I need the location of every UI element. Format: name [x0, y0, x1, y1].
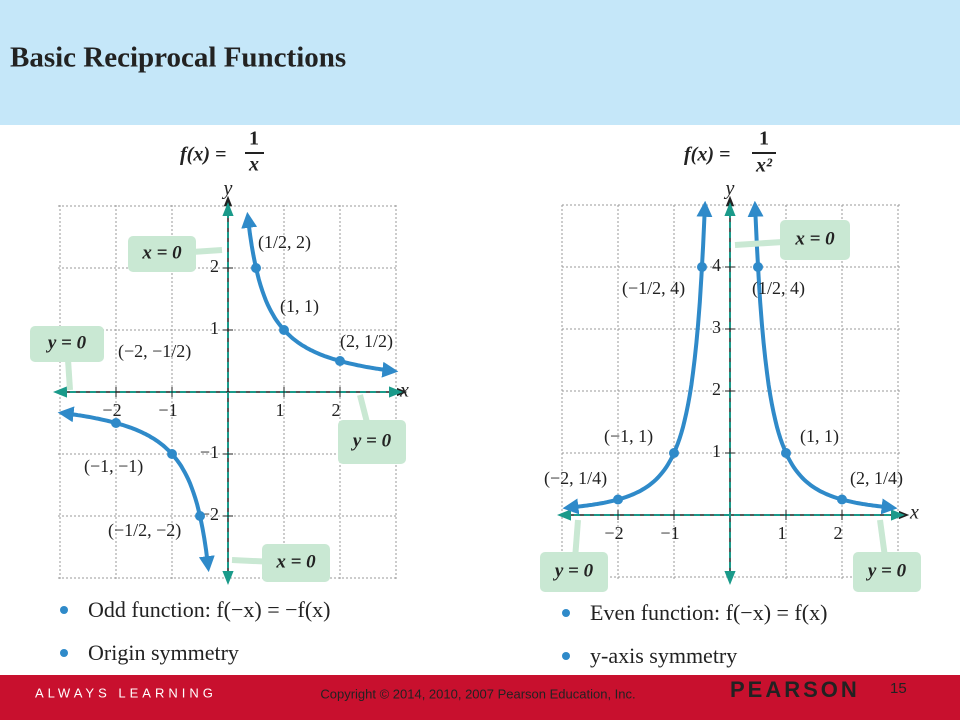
point: [251, 263, 261, 273]
curve: [241, 211, 399, 378]
formula-num: 1: [249, 128, 259, 150]
point: [111, 418, 121, 428]
point-label: (−1, −1): [84, 456, 143, 477]
callout-text: y = 0: [351, 430, 392, 451]
footer-band: [0, 675, 960, 720]
callout-box: [30, 326, 104, 362]
graph-right: f(x) = 1 x² x y −2 −1 1 2 4 3 2 1 (−1/2, 4) (1/2, 4…: [540, 128, 921, 592]
callout-box: [853, 552, 921, 592]
point-label: (1, 1): [280, 296, 319, 317]
point: [697, 262, 707, 272]
bullet-text: Even function: f(−x) = f(x): [590, 600, 827, 625]
x-tick-label: −2: [102, 400, 121, 420]
callout-text: y = 0: [553, 560, 594, 581]
point-label: (−2, −1/2): [118, 341, 191, 362]
callout-text: x = 0: [141, 242, 182, 263]
point: [837, 494, 847, 505]
callout-text: y = 0: [866, 560, 907, 581]
bullet-text: Odd function: f(−x) = −f(x): [88, 597, 331, 622]
callout-box: [780, 220, 850, 260]
curve: [562, 200, 713, 515]
point: [669, 448, 679, 458]
x-tick-label: −1: [660, 523, 679, 543]
y-tick-label: 1: [712, 441, 721, 461]
callout-text: x = 0: [275, 551, 316, 572]
point-label: (2, 1/4): [850, 468, 903, 489]
y-tick-label: 2: [712, 379, 721, 399]
bullet: [60, 649, 68, 657]
y-axis-label: y: [222, 178, 233, 200]
x-tick-label: −2: [604, 523, 623, 543]
y-tick-label: 3: [712, 317, 721, 337]
formula-den: x²: [755, 155, 773, 177]
bullet: [60, 606, 68, 614]
x-tick-label: 1: [276, 400, 285, 420]
tagline: ALWAYS LEARNING: [35, 685, 217, 700]
point: [167, 449, 177, 459]
formula-den: x: [248, 154, 259, 176]
point-label: (−1/2, −2): [108, 520, 181, 541]
point: [279, 325, 289, 335]
x-tick-label: 2: [332, 400, 341, 420]
y-axis-label: y: [724, 178, 735, 200]
graph-left: f(x) = 1 x xy−2 −1 1 221−1−2(1/2, 2)(1, 1)(…: [30, 128, 409, 585]
point-label: (2, 1/2): [340, 331, 393, 352]
brand: PEARSON: [730, 677, 860, 702]
callout-box: [262, 544, 330, 582]
x-tick-label: −1: [158, 400, 177, 420]
title: Basic Reciprocal Functions: [10, 42, 346, 74]
x-axis-label: x: [909, 502, 919, 524]
bullet-text: y-axis symmetry: [590, 643, 737, 668]
formula-num: 1: [759, 128, 769, 150]
bullet-text: Origin symmetry: [88, 640, 239, 665]
curve: [57, 406, 215, 573]
y-tick-label: −1: [200, 442, 219, 462]
bullet: [562, 609, 570, 617]
callout-text: x = 0: [794, 228, 835, 249]
point: [781, 448, 791, 458]
formula-lhs: f(x) =: [180, 144, 226, 166]
header-band: [0, 0, 960, 125]
callout-box: [540, 552, 608, 592]
curve: [747, 200, 898, 515]
x-tick-label: 2: [834, 523, 843, 543]
page-number: 15: [890, 680, 907, 697]
point-label: (1/2, 4): [752, 278, 805, 299]
point: [195, 511, 205, 521]
y-tick-label: 1: [210, 318, 219, 338]
point-label: (−2, 1/4): [544, 468, 607, 489]
callout-box: [128, 236, 196, 272]
x-tick-label: 1: [778, 523, 787, 543]
point: [753, 262, 763, 272]
point-label: (1/2, 2): [258, 232, 311, 253]
callout-text: y = 0: [46, 332, 87, 353]
y-tick-label: 2: [210, 256, 219, 276]
x-axis-label: x: [399, 380, 409, 402]
point: [613, 494, 623, 505]
formula-lhs: f(x) =: [684, 144, 730, 166]
callout-box: [338, 420, 406, 464]
point-label: (−1, 1): [604, 426, 653, 447]
bullet: [562, 652, 570, 660]
y-tick-label: 4: [712, 255, 721, 275]
point-label: (−1/2, 4): [622, 278, 685, 299]
point-label: (1, 1): [800, 426, 839, 447]
copyright: Copyright © 2014, 2010, 2007 Pearson Edu…: [320, 686, 635, 701]
point: [335, 356, 345, 366]
